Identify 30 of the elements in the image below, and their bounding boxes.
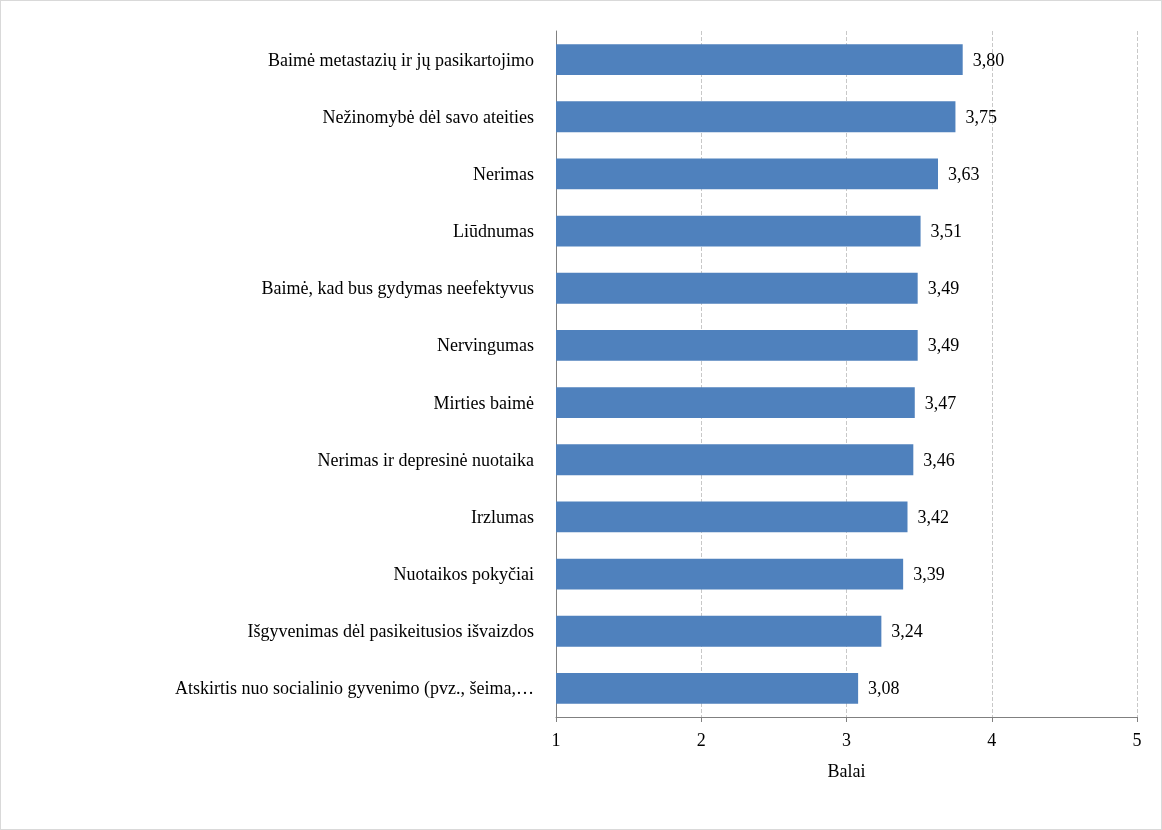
y-tick-label: Išgyvenimas dėl pasikeitusios išvaizdos: [247, 621, 534, 642]
data-label: 3,51: [930, 221, 963, 242]
data-label: 3,39: [913, 564, 945, 585]
data-label: 3,63: [948, 163, 980, 184]
y-tick-label: Nuotaikos pokyčiai: [393, 564, 534, 585]
data-label: 3,42: [917, 506, 950, 527]
y-tick-label: Baimė, kad bus gydymas neefektyvus: [261, 278, 534, 299]
data-label: 3,24: [891, 621, 923, 642]
data-label: 3,47: [924, 392, 957, 413]
y-tick-label: Baimė metastazių ir jų pasikartojimo: [268, 49, 534, 70]
data-label: 3,08: [868, 678, 900, 699]
y-tick-label: Nežinomybė dėl savo ateities: [322, 106, 534, 127]
data-label: 3,75: [965, 106, 997, 127]
x-tick-label: 5: [1132, 730, 1142, 750]
y-tick-label: Nerimas ir depresinė nuotaika: [317, 449, 535, 470]
y-tick-label: Nervingumas: [437, 335, 534, 356]
x-tick-label: 1: [551, 730, 561, 750]
y-tick-label: Irzlumas: [471, 506, 534, 527]
x-tick-label: 3: [842, 730, 851, 750]
x-tick-label: 4: [987, 730, 997, 750]
data-label: 3,80: [972, 49, 1005, 70]
data-label: 3,49: [927, 335, 960, 356]
y-tick-label: Atskirtis nuo socialinio gyvenimo (pvz., šeima,…: [175, 678, 534, 700]
data-label: 3,46: [923, 449, 955, 470]
y-tick-label: Mirties baimė: [433, 392, 534, 413]
data-label: 3,49: [927, 278, 960, 299]
y-tick-label: Nerimas: [473, 163, 534, 184]
x-axis-title: Balai: [827, 761, 866, 781]
x-tick-label: 2: [696, 730, 706, 750]
y-tick-label: Liūdnumas: [453, 221, 534, 242]
